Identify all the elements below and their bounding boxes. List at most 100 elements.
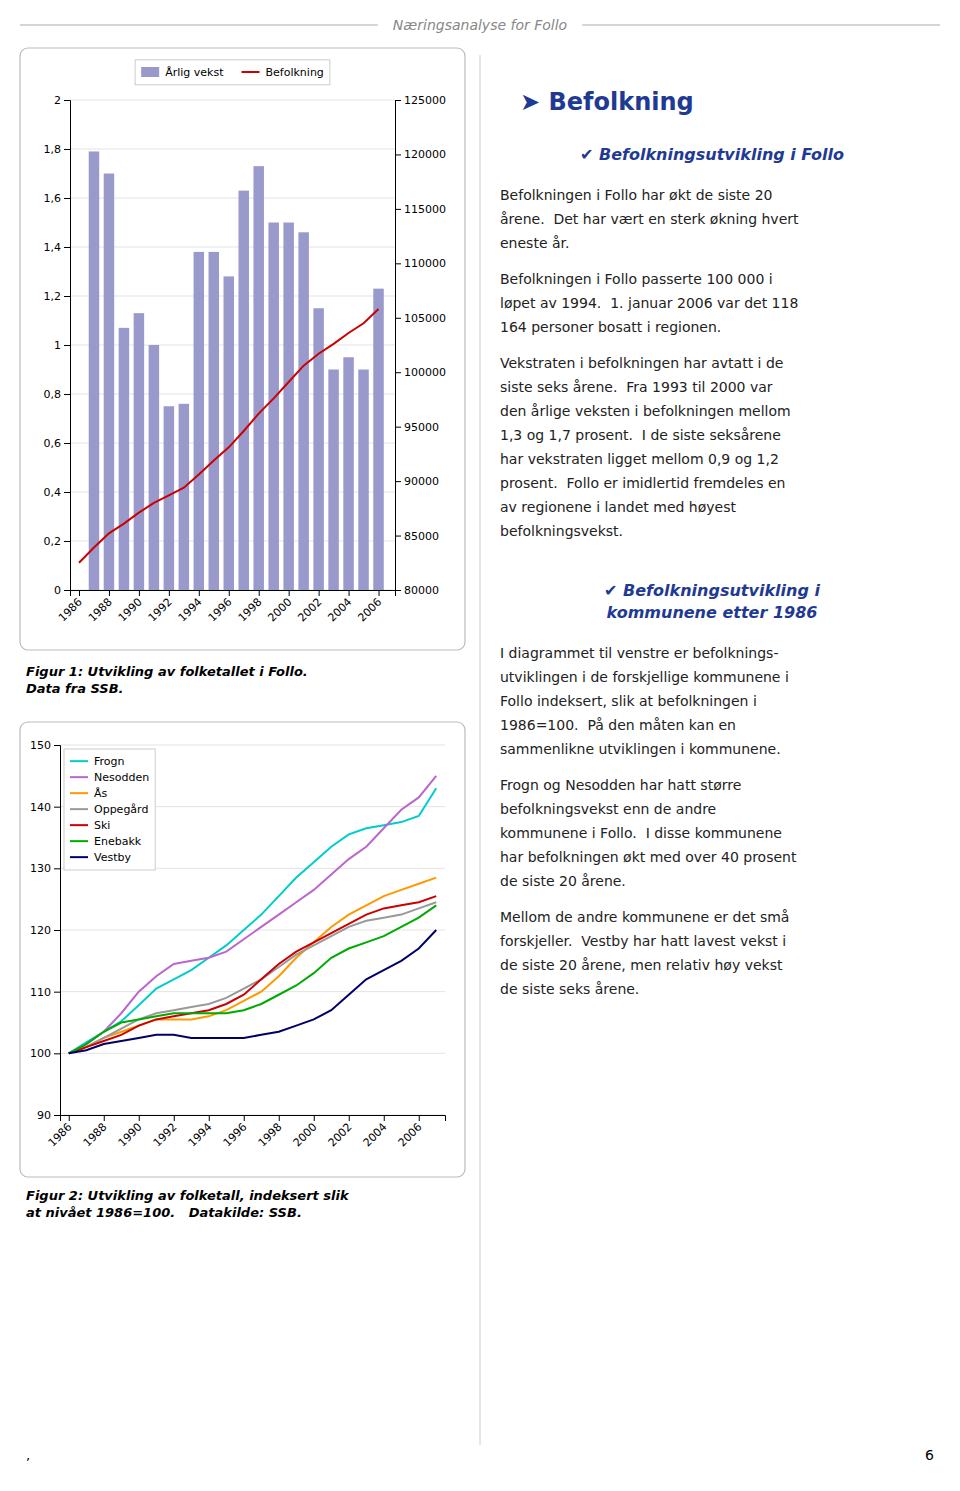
column-divider [480, 55, 481, 1445]
bar [89, 151, 99, 590]
x-axis: 1986198819901992199419961998200020022004… [46, 1115, 446, 1150]
tick-mark [395, 100, 401, 101]
tick: 2 [54, 94, 70, 107]
tick: 2002 [296, 590, 325, 625]
tick-label: 2000 [291, 1121, 320, 1150]
tick: 110000 [395, 257, 446, 270]
bar [149, 345, 159, 590]
marks [79, 151, 384, 590]
paragraph-line: de siste 20 årene, men relativ høy vekst [500, 957, 783, 973]
tick-label: 1998 [256, 1121, 285, 1150]
page-heading: ➤ Befolkning [520, 88, 694, 116]
x-axis: 1986198819901992199419961998200020022004… [56, 590, 396, 625]
tick-label: 1994 [186, 1121, 215, 1150]
tick-label: 2006 [355, 596, 384, 625]
tick-mark [54, 868, 60, 869]
tick-label: 110 [30, 986, 51, 999]
y2-axis: 8000085000900009500010000010500011000011… [395, 94, 446, 597]
tick-label: 100 [30, 1047, 51, 1060]
bar [298, 232, 308, 590]
paragraph-line: Befolkningen i Follo passerte 100 000 i [500, 271, 773, 287]
tick-label: 85000 [404, 530, 439, 543]
paragraph-line: av regionene i landet med høyest [500, 499, 736, 515]
header-title: Næringsanalyse for Follo [393, 17, 567, 33]
tick-mark [395, 427, 401, 428]
grid [60, 745, 445, 1115]
tick-mark [279, 1115, 280, 1121]
bar [268, 223, 278, 591]
tick-label: 120000 [404, 148, 446, 161]
tick-label: 100000 [404, 366, 446, 379]
tick-mark [395, 590, 401, 591]
tick-label: 130 [30, 862, 51, 875]
legend-swatch [141, 67, 159, 77]
text-column: ➤ Befolkning✔ Befolkningsutvikling i Fol… [500, 88, 844, 997]
page-background [0, 0, 960, 1491]
line [69, 878, 437, 1054]
tick: 100000 [395, 366, 446, 379]
legend-item: Befolkning [242, 66, 324, 79]
tick-label: 2006 [396, 1121, 425, 1150]
tick-label: 1992 [151, 1121, 180, 1150]
tick: 1994 [176, 590, 205, 625]
tick-mark [64, 198, 70, 199]
tick-mark [64, 296, 70, 297]
paragraph-line: Frogn og Nesodden har hatt større [500, 777, 741, 793]
tick-mark [109, 590, 110, 596]
tick-mark [69, 1115, 70, 1121]
legend-item: Oppegård [70, 803, 148, 816]
tick-label: 1990 [116, 1121, 145, 1150]
tick: 0,8 [44, 388, 71, 401]
paragraph-line: har vekstraten ligget mellom 0,9 og 1,2 [500, 451, 779, 467]
tick-label: 80000 [404, 584, 439, 597]
tick-mark [64, 541, 70, 542]
tick-mark [64, 443, 70, 444]
legend-label: Enebakk [94, 835, 142, 848]
legend: FrognNesoddenÅsOppegårdSkiEnebakkVestby [64, 749, 155, 870]
tick-mark [259, 590, 260, 596]
tick-mark [64, 590, 70, 591]
tick-label: 1996 [206, 596, 235, 625]
tick-label: 1,4 [44, 241, 62, 254]
tick-label: 1986 [46, 1121, 75, 1150]
tick-label: 95000 [404, 421, 439, 434]
chart-frame [20, 722, 465, 1177]
paragraph-line: siste seks årene. Fra 1993 til 2000 var [500, 379, 773, 395]
axis-line [396, 101, 402, 591]
tick: 2000 [266, 590, 295, 625]
tick-label: 2002 [326, 1121, 355, 1150]
tick: 0,4 [44, 486, 71, 499]
tick: 90 [37, 1109, 60, 1122]
paragraph-line: eneste år. [500, 235, 569, 251]
tick: 2004 [325, 590, 354, 625]
bar [194, 252, 204, 590]
paragraph-line: 164 personer bosatt i regionen. [500, 319, 721, 335]
title-line: Figur 2: Utvikling av folketall, indekse… [26, 1188, 350, 1203]
tick: 2004 [361, 1115, 390, 1150]
line [69, 902, 437, 1053]
line [69, 905, 437, 1053]
legend-frame [64, 749, 155, 870]
paragraph-line: Befolkningen i Follo har økt de siste 20 [500, 187, 773, 203]
tick-mark [104, 1115, 105, 1121]
tick: 115000 [395, 203, 446, 216]
paragraph-line: 1,3 og 1,7 prosent. I de siste seksårene [500, 427, 781, 443]
tick: 2002 [326, 1115, 355, 1150]
tick-label: 0,2 [44, 535, 62, 548]
paragraph-line: befolkningsvekst enn de andre [500, 801, 716, 817]
tick-mark [79, 590, 80, 596]
tick-mark [199, 590, 200, 596]
tick-mark [314, 1115, 315, 1121]
line [79, 309, 379, 563]
tick-label: 0 [54, 584, 61, 597]
tick: 1994 [186, 1115, 215, 1150]
tick: 120 [30, 924, 60, 937]
tick: 95000 [395, 421, 439, 434]
bar [209, 252, 219, 590]
tick-mark [395, 372, 401, 373]
tick-label: 90000 [404, 475, 439, 488]
tick: 1988 [86, 590, 115, 625]
legend-items: FrognNesoddenÅsOppegårdSkiEnebakkVestby [70, 755, 149, 864]
tick-label: 90 [37, 1109, 51, 1122]
tick: 1,2 [44, 290, 71, 303]
